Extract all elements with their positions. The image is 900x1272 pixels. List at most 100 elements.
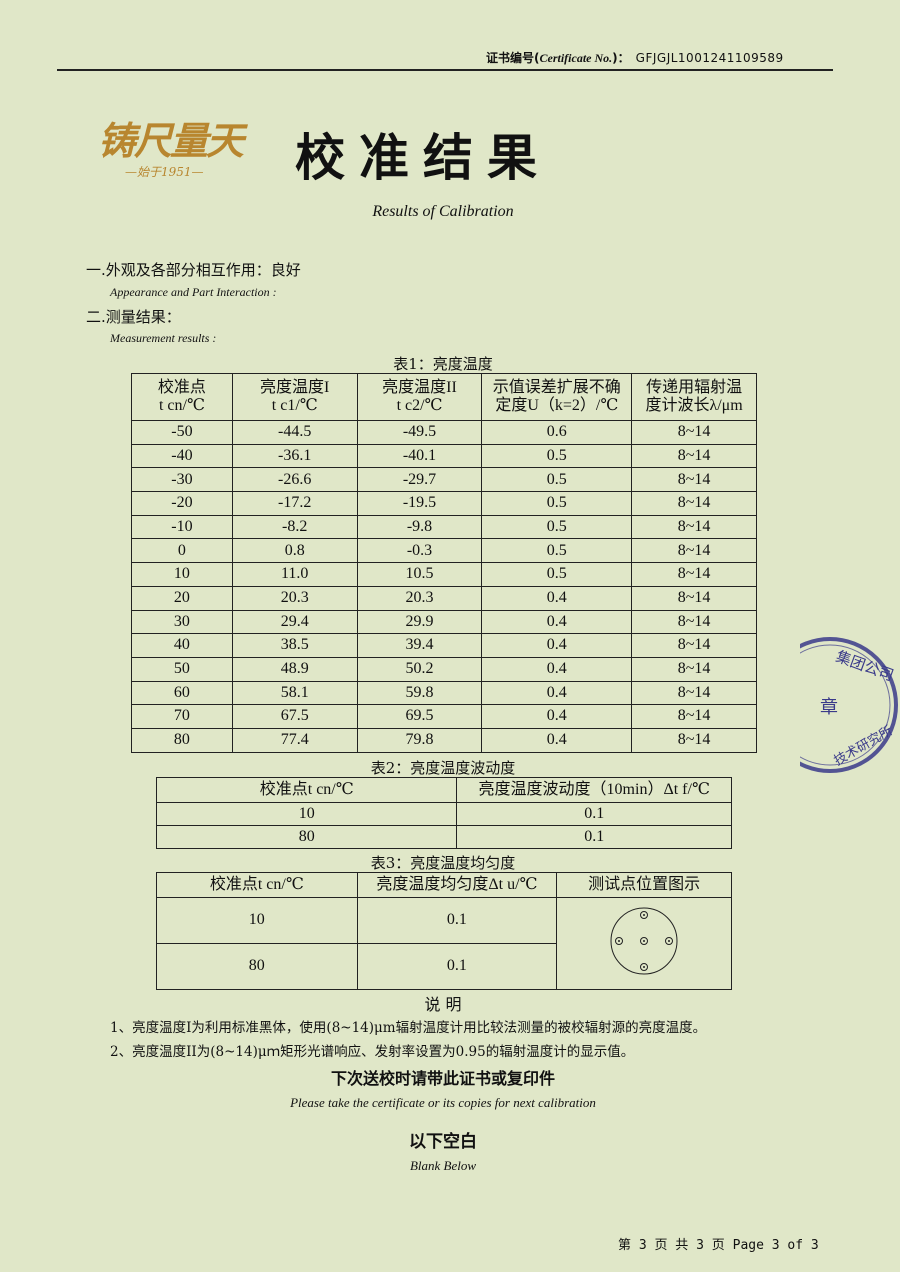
table-cell: 59.8 [356, 680, 483, 706]
reminder-cn: 下次送校时请带此证书或复印件 [330, 1069, 555, 1088]
table-cell: -17.2 [231, 491, 358, 516]
table-cell: 0.4 [481, 585, 633, 611]
table-cell: 0.5 [481, 562, 633, 587]
blank-below-cn: 以下空白 [409, 1132, 477, 1152]
table-cell: 0.6 [481, 420, 633, 445]
table-cell: 0.5 [481, 443, 633, 469]
table-cell: 0.5 [481, 491, 633, 516]
table-cell: 10 [156, 897, 358, 944]
table-row: 30 29.4 29.9 0.4 8~14 [131, 609, 757, 635]
table-cell: 8~14 [631, 491, 757, 516]
table-cell: 0.1 [356, 943, 558, 990]
logo: 铸尺量天 [98, 118, 244, 163]
table-cell: -26.6 [231, 467, 358, 493]
section1-label: 一.外观及各部分相互作用：良好 [86, 261, 301, 279]
table-cell: 0.4 [481, 633, 633, 658]
table-cell: 38.5 [231, 633, 358, 658]
note-1: 1、亮度温度I为利用标准黑体，使用(8~14)μm辐射温度计用比较法测量的被校辐… [110, 1020, 707, 1036]
official-stamp: 集团公司 章 技术研究所 [762, 635, 900, 775]
page-footer: 第 3 页 共 3 页 Page 3 of 3 [618, 1238, 819, 1253]
table-cell: 8~14 [631, 704, 757, 729]
table-cell: -40.1 [356, 443, 483, 469]
table-cell: -50 [131, 420, 233, 445]
table-cell: 8~14 [631, 443, 757, 469]
table1-caption: 表1：亮度温度 [393, 355, 493, 373]
table-cell: -29.7 [356, 467, 483, 493]
table-cell: -10 [131, 514, 233, 540]
test-point-diagram [556, 897, 732, 990]
table-row: 60 58.1 59.8 0.4 8~14 [131, 680, 757, 706]
table-row: 40 38.5 39.4 0.4 8~14 [131, 633, 757, 658]
table2-caption: 表2：亮度温度波动度 [370, 759, 516, 777]
table-cell: 0.1 [456, 825, 732, 849]
table-cell: 8~14 [631, 538, 757, 564]
table-row: -20 -17.2 -19.5 0.5 8~14 [131, 491, 757, 516]
table-cell: 50.2 [356, 656, 483, 682]
table-row: 10 11.0 10.5 0.5 8~14 [131, 562, 757, 587]
table-cell: -0.3 [356, 538, 483, 564]
table-cell: 40 [131, 633, 233, 658]
table-row: 0 0.8 -0.3 0.5 8~14 [131, 538, 757, 564]
table-cell: 8~14 [631, 680, 757, 706]
table-cell: 80 [131, 727, 233, 753]
certificate-number: 证书编号(Certificate No.)： GFJGJL100124110958… [486, 51, 784, 65]
header-rule [57, 69, 833, 71]
table-cell: 0.4 [481, 727, 633, 753]
table-header: 亮度温度波动度（10min）Δt f/℃ [456, 777, 732, 803]
table-cell: 8~14 [631, 727, 757, 753]
table-header: 亮度温度I t c1/℃ [231, 373, 358, 421]
table-cell: 80 [155, 825, 458, 849]
notes-title: 说 明 [424, 995, 462, 1014]
table-cell: -9.8 [356, 514, 483, 540]
fluctuation-table: 校准点t cn/℃ 亮度温度波动度（10min）Δt f/℃ 10 0.1 80 0.… [155, 777, 732, 849]
table-cell: 20.3 [356, 585, 483, 611]
logo-since: —始于1951— [125, 165, 204, 179]
table-header: 亮度温度II t c2/℃ [356, 373, 483, 421]
table-cell: 29.9 [356, 609, 483, 635]
table-cell: 70 [131, 704, 233, 729]
table-cell: 8~14 [631, 562, 757, 587]
table-cell: 11.0 [231, 562, 358, 587]
table-cell: 8~14 [631, 633, 757, 658]
table-cell: 0.4 [481, 704, 633, 729]
table-cell: 20 [131, 585, 233, 611]
table-cell: 29.4 [231, 609, 358, 635]
table-cell: 77.4 [231, 727, 358, 753]
table3-caption: 表3：亮度温度均匀度 [370, 854, 516, 872]
table-cell: 0.4 [481, 656, 633, 682]
table-cell: -49.5 [356, 420, 483, 445]
page-title: 校准结果 [295, 129, 551, 187]
table-cell: 0.4 [481, 680, 633, 706]
table-cell: -44.5 [231, 420, 358, 445]
table-row: 70 67.5 69.5 0.4 8~14 [131, 704, 757, 729]
uniformity-table: 校准点t cn/℃ 亮度温度均匀度Δt u/℃ 测试点位置图示 10 0.1 80 0.… [156, 872, 732, 990]
table-cell: 10 [131, 562, 233, 587]
table-cell: 8~14 [631, 656, 757, 682]
table-cell: 8~14 [631, 467, 757, 493]
section2-en: Measurement results : [110, 331, 217, 345]
table-row: -30 -26.6 -29.7 0.5 8~14 [131, 467, 757, 493]
table-cell: 20.3 [231, 585, 358, 611]
table-cell: -20 [131, 491, 233, 516]
table-cell: 0.1 [356, 897, 558, 944]
table-cell: 60 [131, 680, 233, 706]
table-cell: 10.5 [356, 562, 483, 587]
table-header: 亮度温度均匀度Δt u/℃ [356, 872, 558, 898]
table-cell: -30 [131, 467, 233, 493]
table-cell: 0.5 [481, 514, 633, 540]
reminder-en: Please take the certificate or its copie… [290, 1095, 596, 1110]
table-cell: -36.1 [231, 443, 358, 469]
section2-label: 二.测量结果： [86, 308, 181, 326]
table-row: 80 77.4 79.8 0.4 8~14 [131, 727, 757, 753]
table-cell: 79.8 [356, 727, 483, 753]
table-cell: 10 [155, 802, 458, 826]
brightness-temperature-table: 校准点 t cn/℃ 亮度温度I t c1/℃ 亮度温度II t c2/℃ 示值误差扩展不确… [131, 373, 757, 753]
table-cell: 48.9 [231, 656, 358, 682]
table-header: 测试点位置图示 [556, 872, 732, 898]
table-header: 传递用辐射温 度计波长λ/μm [631, 373, 757, 421]
table-cell: 8~14 [631, 514, 757, 540]
table-row: -40 -36.1 -40.1 0.5 8~14 [131, 443, 757, 469]
table-row: -10 -8.2 -9.8 0.5 8~14 [131, 514, 757, 540]
table-cell: 0.5 [481, 538, 633, 564]
